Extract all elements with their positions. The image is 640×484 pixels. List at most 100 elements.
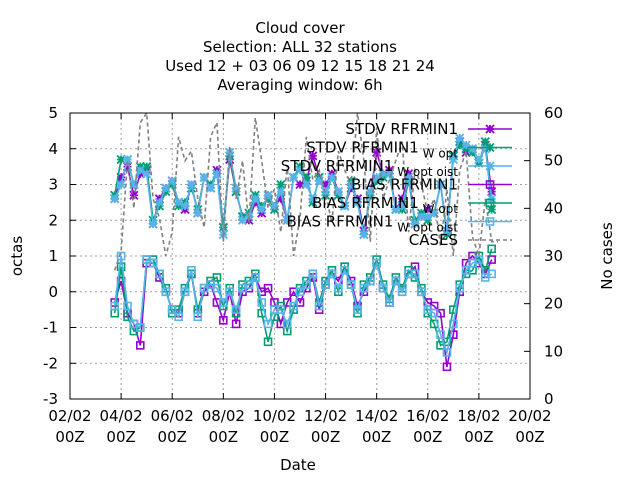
series-2-point-27 bbox=[282, 215, 292, 225]
series-5-point-45 bbox=[397, 287, 407, 297]
x-tick-sublabel-7: 00Z bbox=[413, 428, 442, 446]
series-5-point-44 bbox=[391, 276, 401, 286]
series-6 bbox=[113, 110, 499, 271]
series-5-point-47 bbox=[410, 269, 420, 279]
series-2-point-24 bbox=[263, 190, 273, 200]
series-5-point-52 bbox=[442, 348, 452, 357]
series-5-point-33 bbox=[321, 280, 330, 289]
series-5-point-0 bbox=[110, 301, 120, 311]
series-5-point-35 bbox=[334, 283, 343, 293]
series-2-point-0 bbox=[110, 194, 120, 204]
series-1-point-26 bbox=[276, 179, 286, 190]
y-tick-label-0: -3 bbox=[43, 390, 58, 408]
series-4-point-16 bbox=[212, 273, 222, 282]
series-2-point-2 bbox=[122, 154, 133, 165]
series-2-point-38 bbox=[352, 197, 363, 208]
series-5-point-17 bbox=[219, 298, 228, 307]
series-0-point-45 bbox=[397, 194, 407, 204]
series-2-point-29 bbox=[295, 165, 305, 175]
x-tick-sublabel-9: 00Z bbox=[515, 428, 544, 446]
x-axis-label: Date bbox=[280, 456, 316, 474]
legend-label-2: STDV RFRMIN1 W opt oist bbox=[281, 157, 459, 179]
series-5-point-40 bbox=[365, 276, 375, 286]
legend-entry-2: STDV RFRMIN1 W opt oist bbox=[281, 157, 512, 179]
series-0-point-33 bbox=[320, 179, 331, 190]
legend-name-6: CASES bbox=[409, 231, 458, 249]
series-5-point-11 bbox=[180, 287, 190, 297]
series-5-point-18 bbox=[225, 287, 235, 297]
legend-name-4: BIAS RFRMIN1 bbox=[312, 194, 419, 212]
series-2-point-20 bbox=[237, 215, 248, 225]
y2-tick-label-3: 30 bbox=[544, 247, 563, 265]
series-2-point-7 bbox=[154, 197, 165, 208]
series-2-point-52 bbox=[442, 226, 452, 236]
legend-swatch-marker-5 bbox=[485, 217, 495, 226]
x-tick-label-1: 04/02 bbox=[99, 407, 142, 425]
series-5-point-50 bbox=[429, 308, 439, 318]
series-5-point-10 bbox=[174, 312, 183, 322]
legend-subscript-1: W opt bbox=[419, 147, 458, 161]
legend-swatch-marker-2 bbox=[485, 161, 495, 171]
series-2-point-39 bbox=[359, 229, 369, 240]
series-5-point-16 bbox=[212, 283, 222, 293]
x-tick-label-7: 16/02 bbox=[406, 407, 449, 425]
y-axis-label: octas bbox=[8, 236, 26, 276]
series-2-point-16 bbox=[212, 169, 222, 179]
series-2-point-40 bbox=[365, 187, 375, 197]
series-5-point-23 bbox=[257, 298, 266, 307]
series-lines bbox=[110, 110, 499, 372]
series-5-point-51 bbox=[436, 330, 445, 339]
x-tick-sublabel-8: 00Z bbox=[464, 428, 493, 446]
series-2-point-31 bbox=[308, 194, 318, 204]
series-2-point-19 bbox=[231, 183, 241, 193]
series-0-point-26 bbox=[276, 194, 286, 204]
series-5-point-37 bbox=[346, 280, 356, 289]
legend-name-2: STDV RFRMIN1 bbox=[281, 157, 394, 175]
series-3-point-53 bbox=[449, 330, 458, 339]
series-5-point-38 bbox=[353, 305, 362, 314]
legend-entry-3: BIAS RFRMIN1 bbox=[351, 176, 512, 194]
series-5-point-19 bbox=[231, 305, 241, 314]
series-5-point-54 bbox=[455, 283, 465, 293]
y2-tick-label-2: 20 bbox=[544, 295, 563, 313]
series-2-point-49 bbox=[423, 212, 433, 222]
x-tick-label-6: 14/02 bbox=[355, 407, 398, 425]
series-4-point-1 bbox=[116, 262, 126, 272]
series-2-point-12 bbox=[186, 179, 197, 190]
y2-tick-label-4: 40 bbox=[544, 199, 563, 217]
series-2-point-3 bbox=[129, 179, 139, 190]
x-tick-label-8: 18/02 bbox=[457, 407, 500, 425]
series-0-point-29 bbox=[295, 179, 305, 190]
series-4-point-53 bbox=[449, 305, 458, 314]
legend-swatch-marker-0 bbox=[485, 124, 495, 134]
legend-label-5: BIAS RFRMIN1 W opt oist bbox=[287, 213, 459, 235]
series-2-point-57 bbox=[474, 154, 484, 165]
x-tick-label-4: 10/02 bbox=[253, 407, 296, 425]
series-2-point-53 bbox=[448, 154, 458, 165]
legend-name-3: BIAS RFRMIN1 bbox=[351, 176, 458, 194]
title-line-1: Selection: ALL 32 stations bbox=[203, 38, 397, 56]
x-tick-label-0: 02/02 bbox=[48, 407, 91, 425]
series-6-line bbox=[113, 110, 499, 271]
legend-swatch-marker-4 bbox=[485, 198, 495, 208]
series-5-point-39 bbox=[359, 283, 369, 293]
series-0-point-2 bbox=[122, 161, 133, 172]
series-5-point-22 bbox=[250, 273, 260, 282]
legend-swatch-marker-3 bbox=[485, 180, 495, 189]
series-2-point-54 bbox=[455, 133, 465, 143]
legend-label-4: BIAS RFRMIN1 W opt bbox=[312, 194, 458, 216]
legend-label-3: BIAS RFRMIN1 bbox=[351, 176, 458, 194]
legend-label-6: CASES bbox=[409, 231, 458, 249]
series-5-point-12 bbox=[187, 265, 196, 275]
y-tick-label-2: -1 bbox=[43, 319, 58, 337]
series-2-point-9 bbox=[167, 176, 177, 186]
series-5-point-43 bbox=[385, 298, 394, 307]
series-0-point-41 bbox=[372, 147, 382, 157]
series-5 bbox=[110, 251, 496, 357]
series-2 bbox=[110, 133, 497, 240]
y-tick-label-3: 0 bbox=[48, 283, 58, 301]
x-tick-sublabel-4: 00Z bbox=[260, 428, 289, 446]
series-5-point-27 bbox=[282, 319, 292, 329]
series-3-point-24 bbox=[263, 283, 273, 293]
